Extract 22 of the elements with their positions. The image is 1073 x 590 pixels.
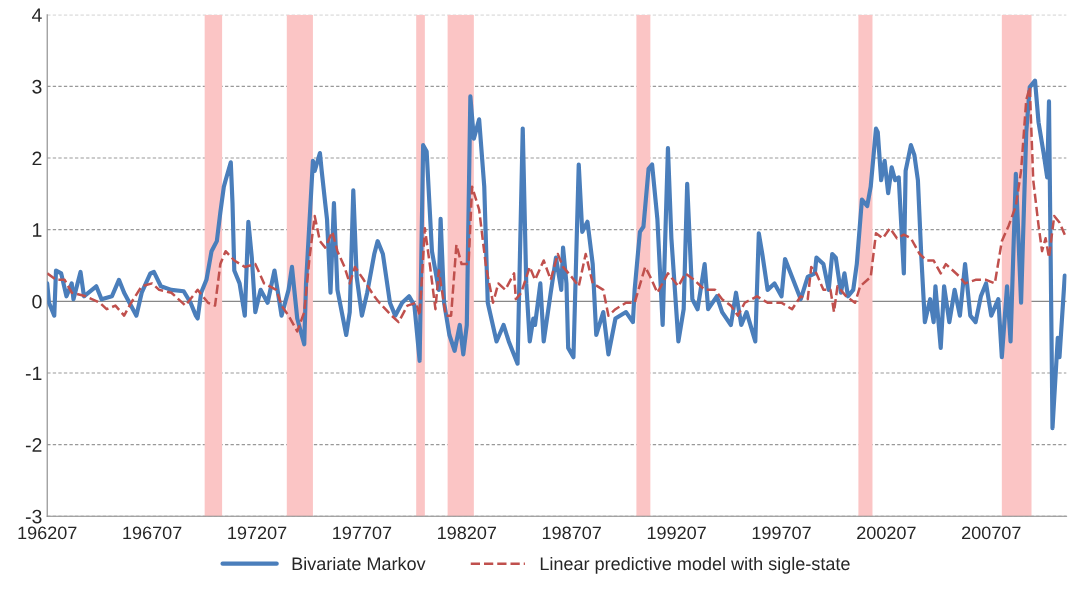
y-tick-label: 2: [32, 151, 42, 166]
legend-label: Bivariate Markov: [292, 556, 426, 571]
y-tick-label: 0: [32, 294, 42, 309]
x-tick-label: 196707: [123, 526, 182, 540]
y-tick-label: -3: [25, 509, 42, 524]
x-tick-label: 200207: [857, 526, 916, 540]
x-tick-label: 198207: [438, 526, 497, 540]
x-tick-label: 197207: [228, 526, 287, 540]
y-tick-label: 3: [32, 79, 42, 94]
x-tick-label: 200707: [962, 526, 1021, 540]
line-series: [47, 78, 1067, 431]
y-tick-label: 4: [31, 8, 42, 22]
line-series: [47, 85, 1067, 333]
y-tick-label: 1: [33, 223, 42, 237]
y-tick-label: -2: [25, 438, 42, 452]
y-tick-label: -1: [25, 366, 42, 381]
x-tick-label: 197707: [333, 526, 392, 540]
legend-label: Linear predictive model with sigle-state: [540, 556, 850, 574]
x-tick-label: 196207: [18, 526, 77, 540]
x-tick-label: 199707: [752, 526, 811, 540]
x-tick-label: 198707: [542, 526, 601, 540]
x-tick-label: 199207: [647, 526, 706, 540]
